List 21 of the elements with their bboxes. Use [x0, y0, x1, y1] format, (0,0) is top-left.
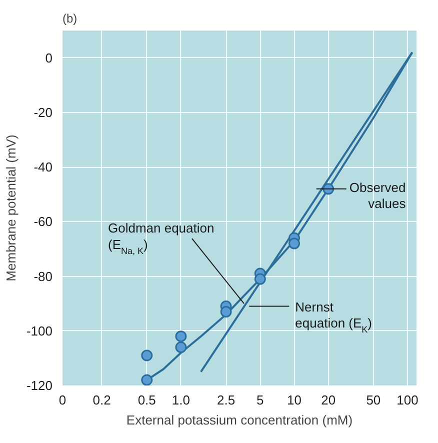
- x-tick-label: 0: [58, 392, 66, 408]
- x-tick-label: 50: [366, 392, 381, 408]
- x-tick-label: 10: [287, 392, 302, 408]
- y-tick-label: -120: [26, 378, 53, 393]
- y-tick-label: -100: [26, 323, 53, 338]
- y-tick-label: 0: [45, 50, 53, 66]
- y-tick-label: -40: [34, 160, 53, 175]
- annotation: Observed values: [349, 180, 406, 212]
- y-tick-label: -20: [34, 104, 53, 120]
- x-tick-label: 20: [321, 392, 336, 408]
- x-tick-label: 1.0: [172, 392, 190, 408]
- y-axis-title: Membrane potential (mV): [3, 134, 18, 282]
- x-tick-label: 0.2: [92, 392, 111, 408]
- x-tick-label: 2.5: [217, 392, 236, 408]
- chart-title: (b): [62, 12, 78, 26]
- x-axis-title: External potassium concentration (mM): [126, 412, 353, 428]
- x-tick-label: 100: [396, 392, 418, 408]
- x-tick-label: 0.5: [138, 392, 156, 408]
- y-tick-label: -80: [34, 268, 53, 284]
- x-tick-label: 5: [256, 392, 264, 408]
- y-tick-label: -60: [34, 214, 53, 230]
